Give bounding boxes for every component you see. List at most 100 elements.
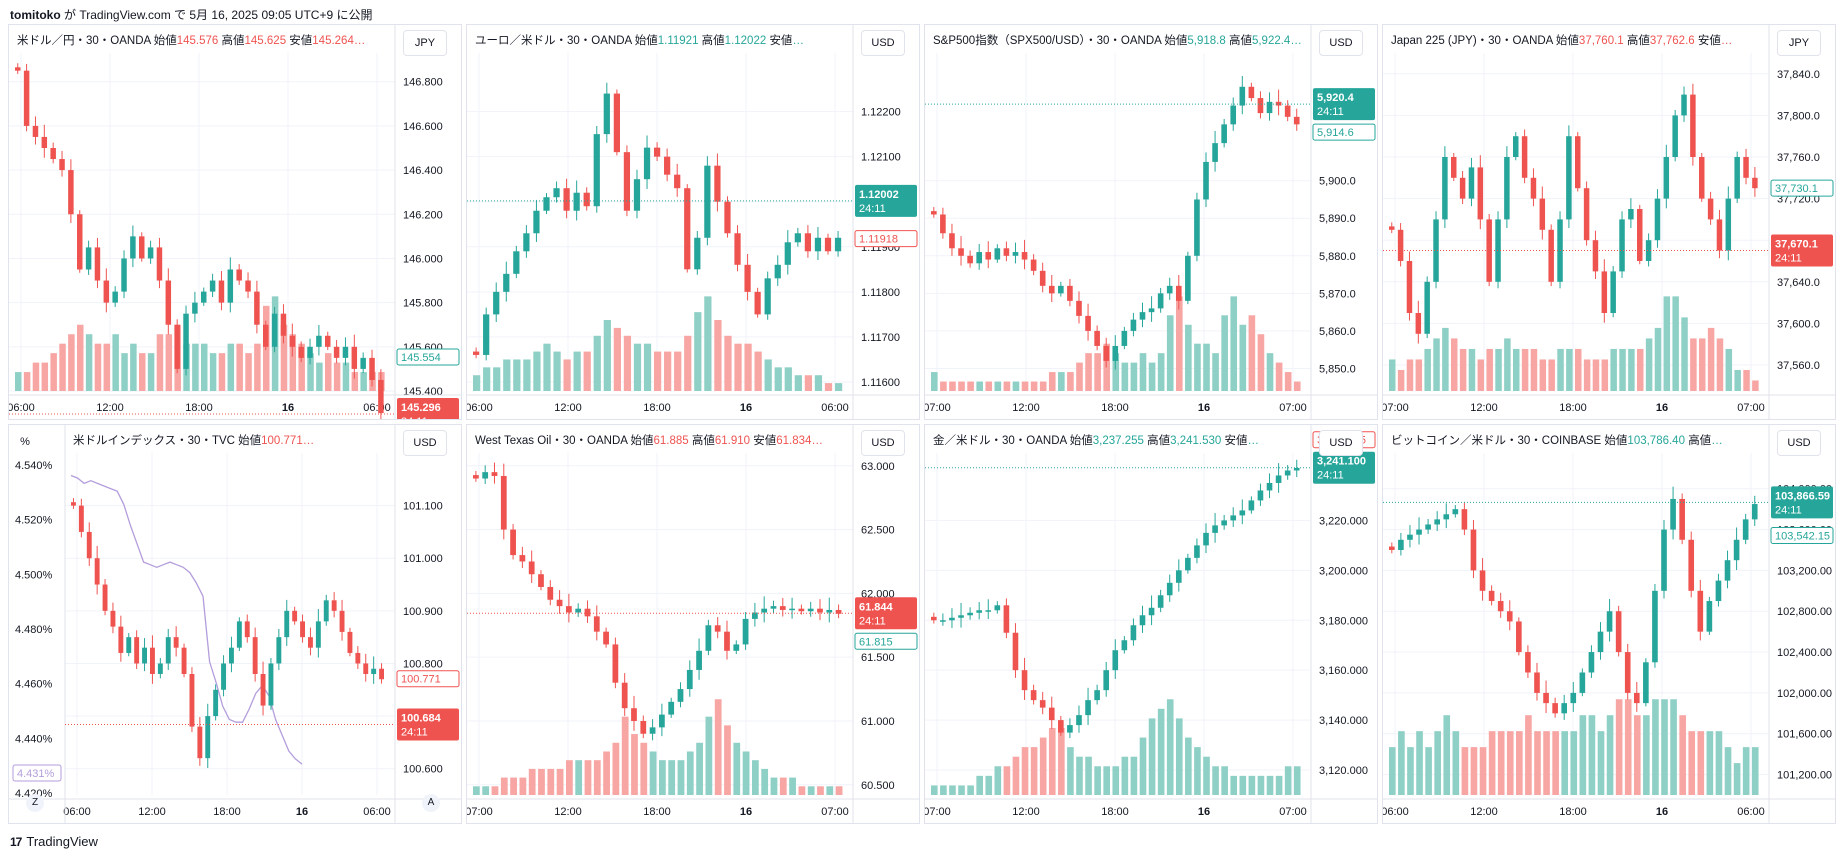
currency-button[interactable]: USD bbox=[1319, 430, 1363, 456]
volume-bar bbox=[491, 786, 499, 795]
candle-body bbox=[603, 93, 610, 135]
candle-body bbox=[1185, 255, 1191, 301]
secondary-price-box bbox=[854, 230, 918, 248]
candle-body bbox=[1230, 105, 1237, 125]
left-unit-label[interactable]: % bbox=[15, 430, 35, 454]
x-tick-label: 18:00 bbox=[643, 402, 671, 414]
candle-body bbox=[1495, 219, 1501, 282]
chart-title[interactable]: 米ドル／円・30・OANDA 始値145.576 高値145.625 安値145… bbox=[17, 32, 365, 48]
currency-button[interactable]: USD bbox=[861, 430, 905, 456]
candle-body bbox=[1203, 532, 1209, 546]
candle-body bbox=[1221, 520, 1227, 526]
volume-bar bbox=[1477, 359, 1485, 391]
candle-body bbox=[323, 600, 329, 622]
candle-body bbox=[1479, 570, 1486, 591]
currency-button[interactable]: USD bbox=[1777, 430, 1821, 456]
candle-body bbox=[68, 170, 74, 215]
chart-panel-1[interactable]: ユーロ／米ドル・30・OANDA 始値1.11921 高値1.12022 安値…… bbox=[466, 24, 920, 420]
volume-bar bbox=[1434, 731, 1441, 795]
candle-body bbox=[165, 280, 172, 325]
chart-title[interactable]: 米ドルインデックス・30・TVC 始値100.771… bbox=[73, 432, 314, 448]
volume-bar bbox=[533, 351, 541, 391]
volume-bar bbox=[958, 381, 965, 391]
volume-bar bbox=[774, 367, 782, 391]
y-tick-label: 3,160.000 bbox=[1319, 665, 1368, 677]
candle-body bbox=[1175, 570, 1182, 583]
chart-panel-0[interactable]: 米ドル／円・30・OANDA 始値145.576 高値145.625 安値145… bbox=[8, 24, 462, 420]
candle-body bbox=[1275, 475, 1282, 483]
currency-button[interactable]: USD bbox=[403, 430, 447, 456]
candle-body bbox=[236, 269, 242, 281]
candle-body bbox=[1488, 590, 1495, 602]
auto-scale-button[interactable]: A bbox=[422, 794, 440, 812]
chart-svg: 104,000.00103,600.00103,200.00102,800.00… bbox=[1383, 425, 1835, 823]
volume-bar bbox=[1139, 737, 1147, 795]
brand-name[interactable]: TradingView bbox=[26, 834, 98, 849]
high-label: 高値 bbox=[221, 35, 245, 47]
candle-body bbox=[1442, 157, 1448, 220]
zoom-button[interactable]: Z bbox=[26, 794, 44, 812]
volume-bar bbox=[949, 381, 956, 391]
candle-body bbox=[653, 147, 661, 157]
high-value: … bbox=[1711, 435, 1723, 447]
chart-panel-4[interactable]: 米ドルインデックス・30・TVC 始値100.771… USD% 101.100 1… bbox=[8, 424, 462, 824]
chart-panel-5[interactable]: West Texas Oil・30・OANDA 始値61.885 高値61.91… bbox=[466, 424, 920, 824]
chart-title[interactable]: Japan 225 (JPY)・30・OANDA 始値37,760.1 高値37… bbox=[1391, 32, 1732, 48]
secondary-price-label: 103,542.15 bbox=[1775, 530, 1830, 542]
chart-title[interactable]: West Texas Oil・30・OANDA 始値61.885 高値61.91… bbox=[475, 432, 823, 448]
chart-title[interactable]: ユーロ／米ドル・30・OANDA 始値1.11921 高値1.12022 安値… bbox=[475, 32, 804, 48]
candle-body bbox=[1003, 605, 1010, 633]
candle-body bbox=[583, 192, 590, 207]
y-tick-label: 1.12100 bbox=[861, 152, 901, 164]
candle-body bbox=[752, 612, 758, 619]
candle-body bbox=[1221, 124, 1227, 144]
currency-button[interactable]: JPY bbox=[1777, 30, 1821, 56]
volume-bar bbox=[289, 334, 297, 391]
last-price-value: 145.296 bbox=[401, 402, 441, 414]
chart-panel-6[interactable]: 金／米ドル・30・OANDA 始値3,237.255 高値3,241.530 安… bbox=[924, 424, 1378, 824]
volume-bar bbox=[1706, 731, 1714, 795]
candle-body bbox=[1094, 330, 1100, 346]
currency-button[interactable]: USD bbox=[861, 30, 905, 56]
volume-bar bbox=[1570, 731, 1578, 795]
volume-bar bbox=[1725, 348, 1733, 391]
candle-body bbox=[804, 233, 812, 252]
chart-title[interactable]: ビットコイン／米ドル・30・COINBASE 始値103,786.40 高値… bbox=[1391, 432, 1723, 448]
candle-body bbox=[677, 689, 684, 702]
candle-body bbox=[1266, 482, 1273, 491]
chart-panel-3[interactable]: Japan 225 (JPY)・30・OANDA 始値37,760.1 高値37… bbox=[1382, 24, 1836, 420]
y-tick-label: 3,220.000 bbox=[1319, 515, 1368, 527]
x-tick-label: 18:00 bbox=[1559, 402, 1587, 414]
chart-title[interactable]: 金／米ドル・30・OANDA 始値3,237.255 高値3,241.530 安… bbox=[933, 432, 1259, 448]
volume-bar bbox=[640, 742, 648, 795]
volume-bar bbox=[1690, 338, 1697, 391]
candle-body bbox=[150, 647, 155, 674]
high-label: 高値 bbox=[1688, 435, 1712, 447]
candle-body bbox=[1130, 319, 1137, 331]
y-tick-label: 1.11700 bbox=[861, 332, 900, 344]
candle-body bbox=[1592, 240, 1599, 272]
x-tick-label: 06:00 bbox=[63, 806, 91, 818]
candle-body bbox=[528, 561, 535, 575]
currency-button[interactable]: JPY bbox=[403, 30, 447, 56]
candle-body bbox=[244, 621, 250, 638]
candle-body bbox=[94, 558, 100, 585]
volume-bar bbox=[1021, 747, 1029, 795]
volume-bar bbox=[1148, 718, 1156, 795]
author-name[interactable]: tomitoko bbox=[10, 8, 61, 22]
x-tick-label: 18:00 bbox=[1101, 402, 1129, 414]
chart-svg: 5,900.0 5,890.0 5,880.0 5,870.0 5,860.0 5,850… bbox=[925, 25, 1377, 419]
candle-body bbox=[1094, 690, 1100, 701]
chart-title[interactable]: S&P500指数（SPX500/USD）・30・OANDA 始値5,918.8 … bbox=[933, 32, 1302, 48]
y-tick-label: 102,400.00 bbox=[1777, 647, 1832, 659]
candle-body bbox=[315, 621, 321, 648]
candle-body bbox=[50, 147, 56, 160]
chart-panel-7[interactable]: ビットコイン／米ドル・30・COINBASE 始値103,786.40 高値… … bbox=[1382, 424, 1836, 824]
volume-bar bbox=[1697, 731, 1705, 795]
candle-body bbox=[1203, 161, 1209, 200]
chart-panel-2[interactable]: S&P500指数（SPX500/USD）・30・OANDA 始値5,918.8 … bbox=[924, 24, 1378, 420]
currency-button[interactable]: USD bbox=[1319, 30, 1363, 56]
volume-bar bbox=[623, 335, 632, 391]
footer: 17 TradingView bbox=[10, 834, 98, 849]
candle-body bbox=[1239, 86, 1246, 106]
